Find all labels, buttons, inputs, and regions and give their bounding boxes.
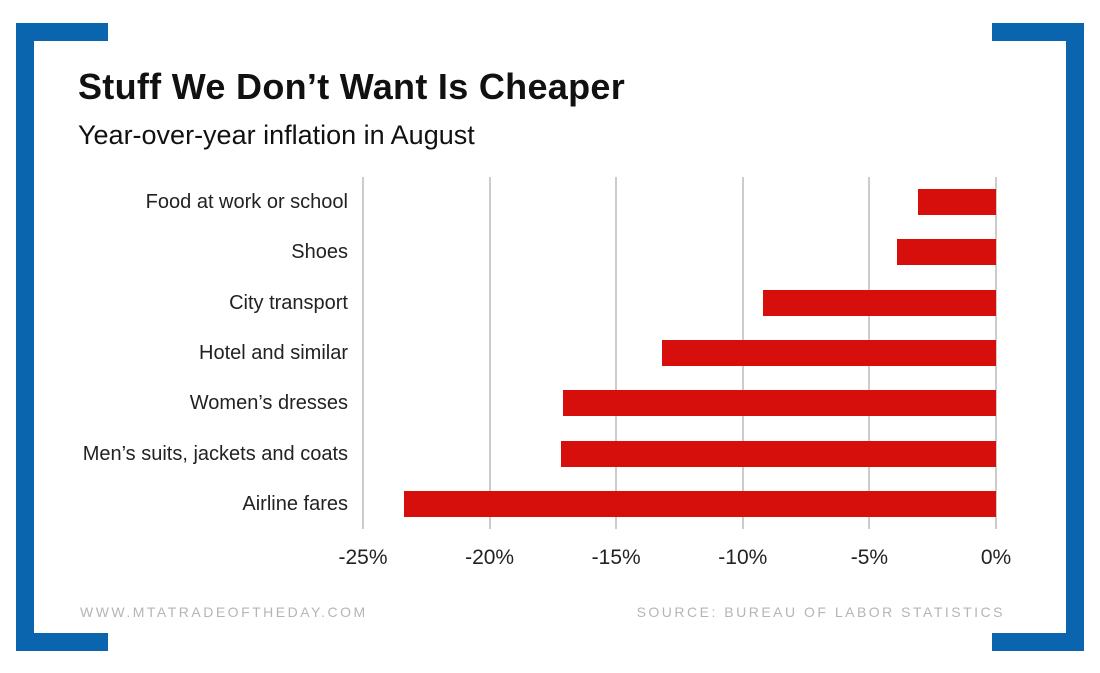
left-bracket-decoration [16,23,108,651]
x-axis: -25% -20% -15% -10% -5% 0% [338,546,1011,578]
bar-row: Women’s dresses [78,378,996,428]
category-label: Airline fares [242,492,348,515]
gridline [488,177,491,529]
category-label: Shoes [291,241,348,264]
bar [661,339,996,366]
category-label: Women’s dresses [189,392,348,415]
gridline [615,177,618,529]
bar-track [363,278,996,328]
bar [917,189,996,216]
gridline [995,177,997,529]
category-label: Food at work or school [145,191,348,214]
gridline [362,177,364,529]
bar-track [363,328,996,378]
bar-row: City transport [78,278,996,328]
bar-row: Hotel and similar [78,328,996,378]
category-label: Hotel and similar [199,341,348,364]
right-bracket-decoration [992,23,1084,651]
x-tick-label: -10% [718,546,768,569]
bar-rows: Food at work or school Shoes City transpor… [78,177,996,529]
bar-track [363,378,996,428]
x-tick-label: -15% [591,546,641,569]
x-tick-label: 0% [980,546,1012,569]
bar-row: Men’s suits, jackets and coats [78,428,996,478]
bar [563,390,996,417]
x-tick-label: -20% [465,546,515,569]
bar-track [363,227,996,277]
chart-subtitle: Year-over-year inflation in August [78,120,475,150]
category-label: Men’s suits, jackets and coats [82,442,348,465]
bar-track [363,479,996,529]
bar [897,239,996,266]
bar [560,440,996,467]
category-label: City transport [229,291,348,314]
bar-track [363,428,996,478]
bar [403,490,996,517]
website-credit: WWW.MTATRADEOFTHEDAY.COM [80,604,368,620]
x-tick-label: -5% [850,546,889,569]
bar-track [363,177,996,227]
bar [763,289,996,316]
bar-row: Airline fares [78,479,996,529]
chart-title: Stuff We Don’t Want Is Cheaper [78,66,626,107]
source-credit: SOURCE: BUREAU OF LABOR STATISTICS [636,604,1005,620]
bar-row: Food at work or school [78,177,996,227]
x-tick-label: -25% [338,546,388,569]
bar-row: Shoes [78,227,996,277]
